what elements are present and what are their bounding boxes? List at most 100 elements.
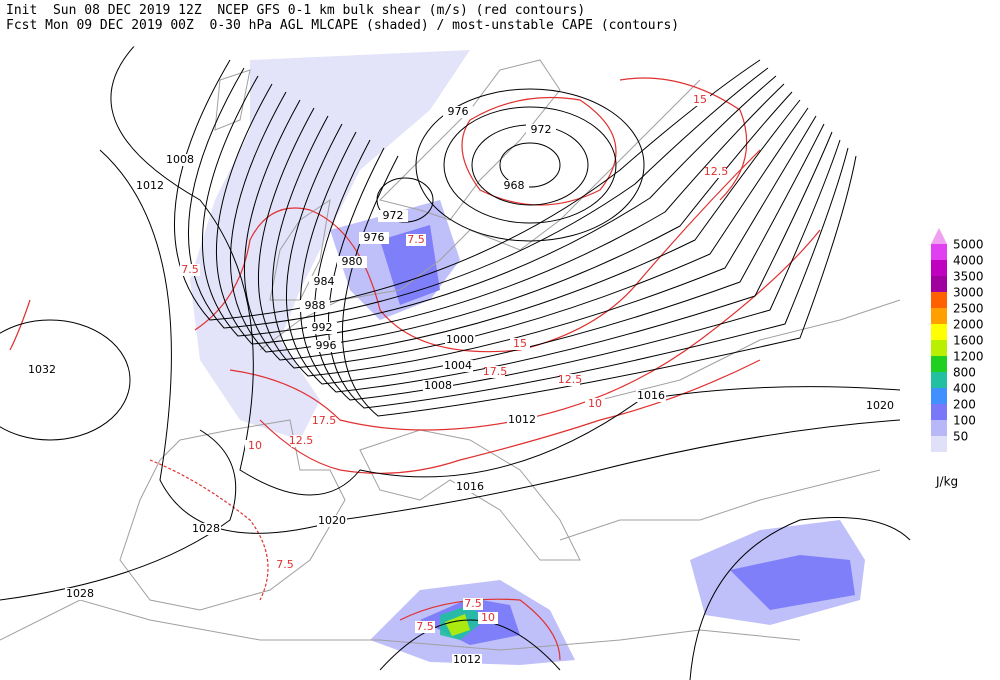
colorbar-swatch	[931, 324, 947, 340]
isobar	[0, 319, 131, 441]
label-background	[478, 612, 498, 624]
isobar	[187, 67, 769, 329]
label-background	[275, 559, 295, 571]
shear-label: 17.5	[483, 365, 508, 378]
isobar-label: 976	[364, 231, 385, 244]
label-background	[415, 621, 435, 633]
isobar-label: 1028	[66, 587, 94, 600]
shear-contours	[9, 77, 821, 661]
isobars	[0, 46, 911, 680]
colorbar-swatch	[931, 308, 947, 324]
colorbar-label: 200	[953, 398, 976, 412]
isobar	[313, 139, 841, 401]
colorbar-label: 100	[953, 414, 976, 428]
colorbar-swatch	[931, 404, 947, 420]
shear-label: 7.5	[276, 558, 294, 571]
colorbar-units: J/kg	[935, 475, 958, 489]
label-background	[507, 414, 537, 426]
colorbar-label: 5000	[953, 238, 984, 252]
shear-label: 7.5	[416, 620, 434, 633]
colorbar-label: 800	[953, 366, 976, 380]
label-background	[443, 360, 473, 372]
domain-edge	[0, 45, 917, 680]
label-background	[585, 398, 605, 410]
label-background	[314, 415, 334, 427]
colorbar-label: 3000	[953, 286, 984, 300]
isobar	[173, 59, 761, 321]
label-background	[690, 94, 710, 106]
isobar	[443, 106, 617, 224]
label-background	[526, 124, 556, 136]
colorbar-swatch	[931, 388, 947, 404]
isobar-label: 992	[312, 321, 333, 334]
isobar-label: 968	[504, 179, 525, 192]
colorbar: 5000 4000 3500 3000 2500 2000 1600 1200 800 400 20…	[931, 228, 984, 452]
label-background	[180, 264, 200, 276]
shear-label: 7.5	[464, 597, 482, 610]
isobar	[229, 91, 793, 353]
label-background	[445, 334, 475, 346]
isobar-label: 1008	[166, 153, 194, 166]
shear-label: 7.5	[181, 263, 199, 276]
shear-label: 12.5	[704, 165, 729, 178]
label-background	[378, 210, 408, 222]
isobar-label: 1004	[444, 359, 472, 372]
colorbar-swatch	[931, 276, 947, 292]
cape-shading	[190, 50, 865, 665]
label-background	[291, 435, 311, 447]
isobar-label: 1012	[136, 179, 164, 192]
header-line: Fcst Mon 09 DEC 2019 00Z 0-30 hPa AGL ML…	[6, 18, 679, 33]
label-background	[706, 166, 726, 178]
isobar	[499, 142, 561, 188]
label-background	[337, 256, 367, 268]
colorbar-swatch	[931, 244, 947, 260]
isobar	[379, 619, 561, 671]
isobar	[0, 429, 237, 601]
isobar	[341, 155, 857, 417]
label-background	[443, 106, 473, 118]
label-background	[65, 588, 95, 600]
colorbar-label: 1600	[953, 334, 984, 348]
shear-label: 10	[588, 397, 602, 410]
label-background	[27, 364, 57, 376]
label-background	[311, 340, 341, 352]
colorbar-label: 3500	[953, 270, 984, 284]
label-background	[452, 654, 482, 666]
isobar-label: 1012	[453, 653, 481, 666]
label-background	[865, 400, 895, 412]
colorbar-swatch	[931, 436, 947, 452]
colorbar-swatch	[931, 340, 947, 356]
label-background	[359, 232, 389, 244]
isobar-label: 1032	[28, 363, 56, 376]
colorbar-swatch	[931, 372, 947, 388]
shear-label: 15	[693, 93, 707, 106]
shear-label: 12.5	[558, 373, 583, 386]
colorbar-swatch	[931, 292, 947, 308]
shear-label: 15	[513, 337, 527, 350]
label-background	[191, 523, 221, 535]
label-background	[165, 154, 195, 166]
colorbar-label: 4000	[953, 254, 984, 268]
colorbar-label: 1200	[953, 350, 984, 364]
label-background	[463, 598, 483, 610]
isobar-label: 1016	[637, 389, 665, 402]
colorbar-label: 50	[953, 430, 968, 444]
colorbar-swatch	[931, 260, 947, 276]
header-line: Init Sun 08 DEC 2019 12Z NCEP GFS 0-1 km…	[6, 3, 585, 18]
isobar-label: 996	[316, 339, 337, 352]
label-background	[636, 390, 666, 402]
label-background	[485, 366, 505, 378]
label-background	[317, 515, 347, 527]
colorbar-label: 2500	[953, 302, 984, 316]
shear-label: 10	[481, 611, 495, 624]
colorbar-label: 400	[953, 382, 976, 396]
label-background	[309, 276, 339, 288]
isobar-label: 972	[531, 123, 552, 136]
isobar	[201, 75, 777, 337]
colorbar-swatch	[931, 420, 947, 436]
isobar-label: 984	[314, 275, 335, 288]
isobar-label: 980	[342, 255, 363, 268]
